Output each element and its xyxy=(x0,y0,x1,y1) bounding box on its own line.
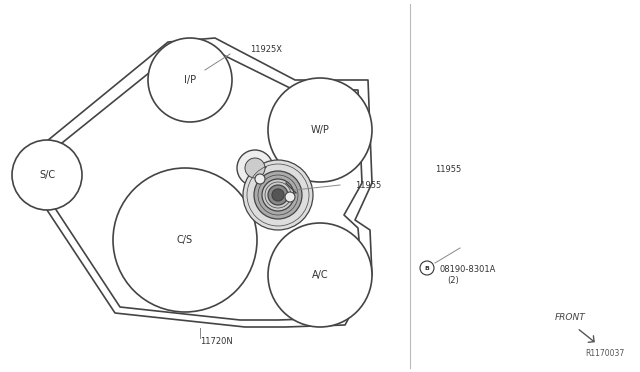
Text: 11955: 11955 xyxy=(355,180,381,189)
Circle shape xyxy=(268,185,288,205)
Text: R1170037: R1170037 xyxy=(586,349,625,358)
Circle shape xyxy=(268,223,372,327)
Text: A/C: A/C xyxy=(312,270,328,280)
Text: 08190-8301A: 08190-8301A xyxy=(440,266,497,275)
Text: 11955: 11955 xyxy=(435,166,461,174)
Circle shape xyxy=(243,160,313,230)
Text: B: B xyxy=(424,266,429,270)
Text: S/C: S/C xyxy=(39,170,55,180)
Circle shape xyxy=(255,174,265,184)
Circle shape xyxy=(245,158,265,178)
Circle shape xyxy=(12,140,82,210)
Circle shape xyxy=(285,192,295,202)
Circle shape xyxy=(262,179,294,211)
Circle shape xyxy=(268,78,372,182)
Text: (2): (2) xyxy=(447,276,459,285)
Text: 11925X: 11925X xyxy=(250,45,282,55)
Circle shape xyxy=(272,189,284,201)
Circle shape xyxy=(148,38,232,122)
Text: W/P: W/P xyxy=(310,125,330,135)
Circle shape xyxy=(254,171,302,219)
Text: I/P: I/P xyxy=(184,75,196,85)
Text: 11720N: 11720N xyxy=(200,337,233,346)
Text: FRONT: FRONT xyxy=(555,313,586,322)
Circle shape xyxy=(420,261,434,275)
Circle shape xyxy=(237,150,273,186)
Text: C/S: C/S xyxy=(177,235,193,245)
Circle shape xyxy=(113,168,257,312)
